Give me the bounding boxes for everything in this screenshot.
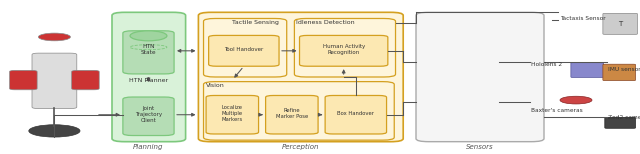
FancyBboxPatch shape: [123, 31, 174, 74]
Text: IMU sensor: IMU sensor: [608, 67, 640, 72]
Text: Human Activity
Recognition: Human Activity Recognition: [323, 44, 365, 55]
Text: Tool Handover: Tool Handover: [224, 47, 264, 52]
Text: Planning: Planning: [133, 144, 164, 150]
Circle shape: [560, 96, 592, 104]
Circle shape: [38, 33, 70, 41]
FancyBboxPatch shape: [204, 18, 287, 77]
Text: Zed2 camera: Zed2 camera: [608, 115, 640, 120]
FancyBboxPatch shape: [603, 64, 636, 81]
Text: Hololens 2: Hololens 2: [531, 62, 563, 67]
FancyBboxPatch shape: [325, 95, 387, 134]
FancyBboxPatch shape: [72, 70, 99, 90]
FancyBboxPatch shape: [123, 97, 174, 136]
Text: Joint
Trajectory
Client: Joint Trajectory Client: [135, 106, 162, 123]
FancyBboxPatch shape: [204, 82, 394, 140]
FancyBboxPatch shape: [571, 63, 604, 77]
Text: Sensors: Sensors: [466, 144, 494, 150]
FancyBboxPatch shape: [209, 35, 279, 66]
FancyBboxPatch shape: [603, 13, 637, 34]
Text: Idleness Detection: Idleness Detection: [296, 20, 355, 25]
Text: Vision: Vision: [206, 83, 225, 88]
FancyBboxPatch shape: [10, 70, 37, 90]
FancyBboxPatch shape: [198, 12, 403, 142]
FancyBboxPatch shape: [416, 12, 544, 142]
FancyBboxPatch shape: [300, 35, 388, 66]
Text: Box Handover: Box Handover: [337, 111, 374, 116]
Ellipse shape: [130, 31, 167, 41]
Text: Localize
Multiple
Markers: Localize Multiple Markers: [221, 105, 243, 122]
FancyBboxPatch shape: [605, 117, 636, 128]
FancyBboxPatch shape: [112, 12, 186, 142]
Text: T: T: [618, 21, 622, 27]
FancyBboxPatch shape: [294, 18, 396, 77]
Text: Refine
Marker Pose: Refine Marker Pose: [276, 108, 308, 119]
Text: Tactaxis Sensor: Tactaxis Sensor: [560, 16, 605, 21]
Text: Baxter's cameras: Baxter's cameras: [531, 108, 583, 113]
Circle shape: [29, 125, 80, 137]
Text: Tactile Sensing: Tactile Sensing: [232, 20, 278, 25]
FancyBboxPatch shape: [206, 95, 259, 134]
Text: HTN
State: HTN State: [141, 44, 156, 55]
Text: Perception: Perception: [282, 144, 319, 150]
FancyBboxPatch shape: [266, 95, 318, 134]
FancyBboxPatch shape: [32, 53, 77, 109]
Text: HTN Planner: HTN Planner: [129, 78, 168, 83]
